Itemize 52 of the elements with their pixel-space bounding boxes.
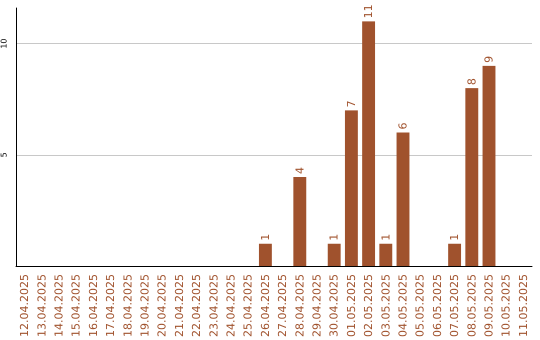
x-tick-label: 12.04.2025 — [18, 274, 32, 338]
bar — [258, 244, 272, 266]
data-label: 1 — [328, 234, 341, 241]
bar — [396, 132, 410, 266]
x-tick-label: 27.04.2025 — [276, 274, 290, 338]
bar — [379, 244, 392, 266]
y-tick-label: 10 — [0, 38, 8, 49]
bar — [328, 244, 341, 266]
x-tick-label: 08.05.2025 — [465, 274, 478, 338]
data-label: 4 — [293, 167, 306, 174]
bar — [293, 177, 306, 266]
x-tick-label: 22.04.2025 — [190, 274, 204, 338]
x-tick-label: 11.05.2025 — [516, 274, 530, 338]
y-tick-label: 5 — [0, 152, 8, 158]
data-label: 9 — [482, 56, 496, 63]
x-tick-label: 14.04.2025 — [52, 274, 66, 338]
x-tick-label: 16.04.2025 — [86, 274, 100, 338]
data-label: 6 — [396, 122, 410, 130]
bar — [448, 244, 462, 266]
x-tick-label: 24.04.2025 — [224, 274, 238, 338]
x-tick-label: 23.04.2025 — [207, 274, 220, 338]
bar — [362, 21, 376, 266]
x-tick-label: 26.04.2025 — [258, 274, 272, 338]
x-tick-label: 29.04.2025 — [310, 274, 324, 338]
x-tick-label: 25.04.2025 — [242, 274, 255, 338]
x-tick-label: 03.05.2025 — [379, 274, 392, 338]
data-label: 1 — [448, 234, 462, 241]
data-label: 7 — [344, 100, 358, 108]
data-label: 8 — [465, 78, 478, 86]
x-tick-label: 04.05.2025 — [396, 274, 410, 338]
bar — [482, 66, 496, 266]
bar — [465, 88, 478, 266]
x-tick-label: 01.05.2025 — [344, 274, 358, 338]
x-tick-label: 18.04.2025 — [121, 274, 134, 338]
x-tick-label: 13.04.2025 — [35, 274, 48, 338]
x-tick-label: 02.05.2025 — [362, 274, 376, 338]
x-tick-label: 30.04.2025 — [328, 274, 341, 338]
x-tick-label: 06.05.2025 — [430, 274, 444, 338]
x-tick-label: 15.04.2025 — [70, 274, 83, 338]
x-tick-label: 28.04.2025 — [293, 274, 306, 338]
x-tick-label: 19.04.2025 — [138, 274, 152, 338]
data-label: 1 — [379, 234, 392, 241]
data-label: 1 — [258, 234, 272, 241]
bar — [344, 110, 358, 266]
x-tick-label: 21.04.2025 — [172, 274, 186, 338]
x-tick-label: 10.05.2025 — [500, 274, 513, 338]
data-label: 11 — [362, 4, 376, 18]
x-tick-label: 20.04.2025 — [156, 274, 169, 338]
x-tick-label: 09.05.2025 — [482, 274, 496, 338]
x-tick-label: 05.05.2025 — [414, 274, 427, 338]
x-tick-label: 07.05.2025 — [448, 274, 462, 338]
x-tick-label: 17.04.2025 — [104, 274, 118, 338]
